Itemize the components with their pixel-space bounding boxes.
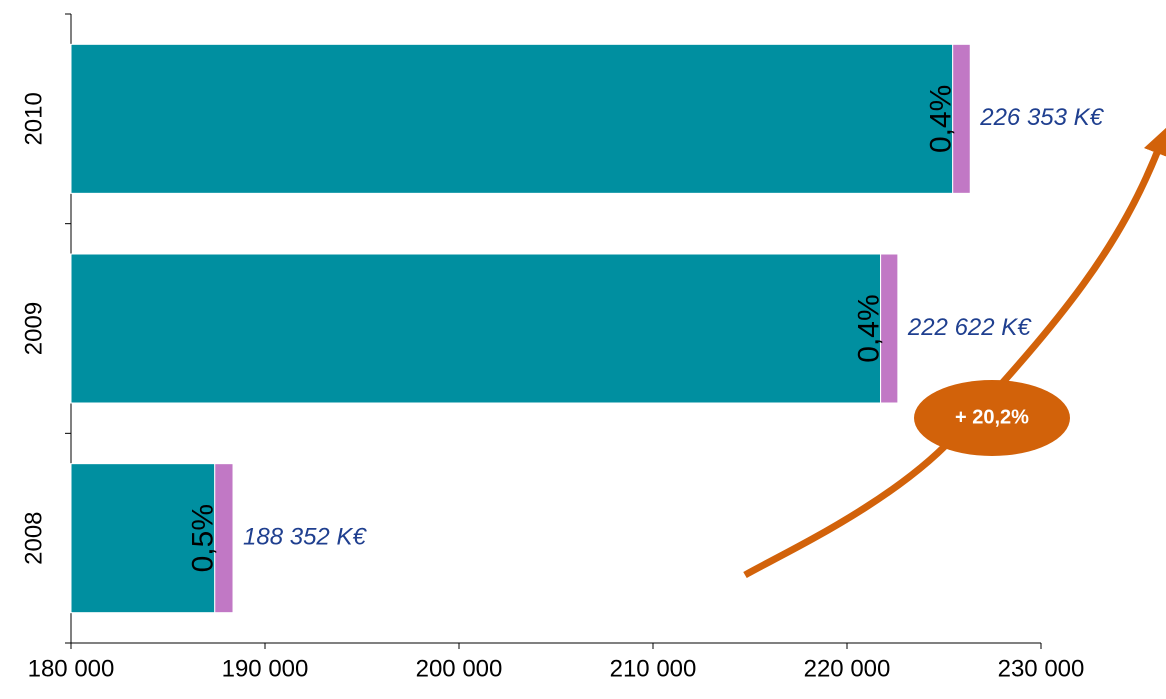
bar-segment [70, 463, 216, 614]
total-label: 222 622 K€ [907, 314, 1032, 341]
share-label: 0,4% [853, 294, 886, 362]
x-tick-label: 210 000 [610, 655, 697, 682]
bar-segment [214, 463, 234, 614]
bar-segment [70, 43, 954, 194]
bar-segment [880, 253, 899, 404]
total-label: 188 352 K€ [243, 524, 367, 551]
x-tick-label: 200 000 [416, 655, 503, 682]
bar-segment [70, 253, 882, 404]
category-label: 2008 [20, 511, 47, 564]
share-label: 0,4% [925, 85, 958, 153]
total-label: 226 353 K€ [979, 104, 1104, 131]
x-tick-label: 180 000 [28, 655, 115, 682]
growth-badge [914, 380, 1070, 456]
x-tick-label: 220 000 [804, 655, 891, 682]
bar-segment [952, 43, 971, 194]
growth-label: + 20,2% [955, 406, 1029, 428]
category-label: 2009 [20, 302, 47, 355]
category-label: 2010 [20, 92, 47, 145]
share-label: 0,5% [187, 504, 220, 572]
x-tick-label: 190 000 [222, 655, 309, 682]
x-tick-label: 230 000 [998, 655, 1085, 682]
